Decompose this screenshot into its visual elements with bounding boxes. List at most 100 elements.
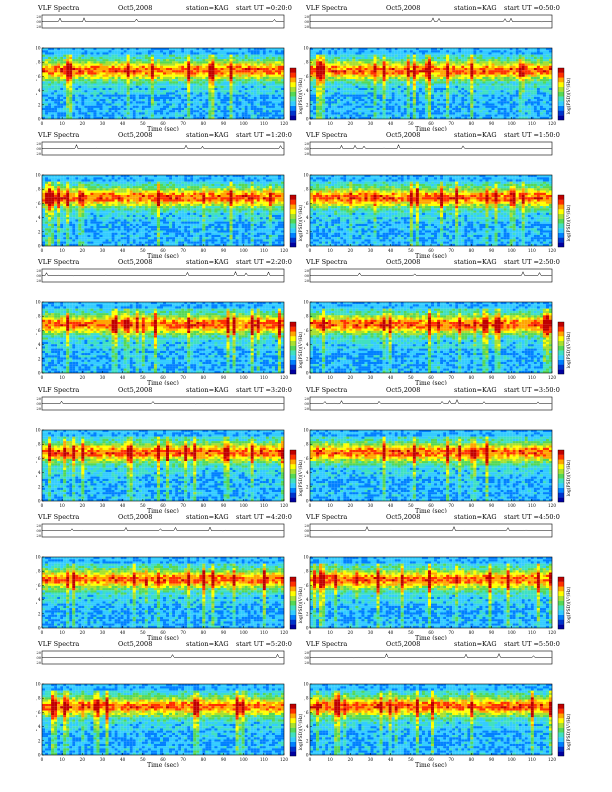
heatmap-cell: [129, 74, 133, 77]
heatmap-cell: [81, 79, 85, 82]
heatmap-cell: [105, 99, 109, 102]
heatmap-cell: [536, 105, 540, 108]
heatmap-cell: [500, 81, 504, 84]
spectra-panel: VLF Spectra Oct5,2008 station=KAG start UT …: [36, 4, 326, 131]
heatmap-cell: [415, 76, 419, 80]
heatmap-cell: [491, 94, 495, 97]
heatmap-cell: [42, 52, 46, 55]
heatmap-cell: [376, 48, 380, 51]
heatmap-cell: [355, 107, 359, 111]
heatmap-cell: [102, 99, 106, 102]
heatmap-cell: [111, 56, 115, 60]
heatmap-cell: [117, 74, 121, 77]
heatmap-cell: [533, 92, 537, 95]
heatmap-cell: [217, 105, 221, 108]
heatmap-cell: [331, 101, 335, 104]
heatmap-cell: [349, 56, 353, 60]
heatmap-cell: [364, 79, 368, 82]
heatmap-cell: [370, 50, 374, 53]
heatmap-cell: [385, 87, 389, 91]
heatmap-cell: [244, 72, 248, 75]
heatmap-cell: [364, 50, 368, 53]
heatmap-cell: [394, 105, 398, 108]
heatmap-cell: [187, 56, 191, 60]
heatmap-cell: [253, 74, 257, 77]
heatmap-cell: [470, 65, 474, 69]
heatmap-cell: [93, 48, 97, 51]
heatmap-cell: [337, 54, 341, 57]
heatmap-cell: [506, 90, 510, 93]
heatmap-cell: [449, 83, 453, 86]
heatmap-cell: [412, 54, 416, 57]
heatmap-cell: [217, 74, 221, 77]
heatmap-cell: [175, 114, 179, 117]
heatmap-cell: [208, 107, 212, 111]
heatmap-cell: [223, 99, 227, 102]
heatmap-cell: [349, 52, 353, 55]
heatmap-cell: [367, 87, 371, 91]
heatmap-cell: [138, 52, 142, 55]
heatmap-cell: [418, 99, 422, 102]
heatmap-cell: [464, 76, 468, 80]
heatmap-cell: [379, 72, 383, 75]
heatmap-cell: [93, 65, 97, 69]
heatmap-cell: [479, 56, 483, 60]
heatmap-cell: [172, 105, 176, 108]
heatmap-cell: [163, 99, 167, 102]
heatmap-cell: [253, 81, 257, 84]
heatmap-cell: [446, 92, 450, 95]
heatmap-cell: [328, 99, 332, 102]
heatmap-cell: [93, 83, 97, 86]
heatmap-cell: [476, 72, 480, 75]
heatmap-cell: [355, 52, 359, 55]
heatmap-cell: [367, 79, 371, 82]
heatmap-cell: [78, 103, 82, 106]
heatmap-cell: [277, 105, 282, 108]
heatmap-cell: [84, 87, 88, 91]
heatmap-cell: [343, 85, 347, 88]
heatmap-cell: [72, 103, 76, 106]
heatmap-cell: [418, 90, 422, 93]
heatmap-cell: [394, 103, 398, 106]
heatmap-cell: [184, 81, 188, 84]
heatmap-cell: [385, 65, 389, 69]
heatmap-cell: [166, 65, 170, 69]
heatmap-cell: [340, 99, 344, 102]
heatmap-cell: [141, 65, 145, 69]
heatmap-cell: [193, 103, 197, 106]
heatmap-cell: [187, 92, 191, 95]
heatmap-cell: [54, 63, 58, 66]
heatmap-cell: [391, 65, 395, 69]
heatmap-cell: [418, 94, 422, 97]
heatmap-cell: [373, 87, 377, 91]
heatmap-cell: [464, 50, 468, 53]
heatmap-cell: [364, 65, 368, 69]
heatmap-cell: [509, 74, 513, 77]
heatmap-cell: [355, 65, 359, 69]
heatmap-cell: [54, 94, 58, 97]
heatmap-cell: [277, 92, 282, 95]
heatmap-cell: [424, 107, 429, 111]
heatmap-cell: [187, 83, 191, 86]
heatmap-cell: [196, 65, 200, 69]
heatmap-cell: [156, 48, 161, 51]
heatmap-cell: [117, 99, 121, 102]
heatmap-cell: [144, 103, 148, 106]
heatmap-cell: [190, 90, 194, 93]
heatmap-cell: [114, 81, 118, 84]
heatmap-cell: [361, 74, 365, 77]
heatmap-cell: [418, 83, 422, 86]
heatmap-cell: [96, 70, 100, 73]
heatmap-cell: [244, 94, 248, 97]
heatmap-cell: [184, 76, 188, 80]
heatmap-cell: [54, 65, 58, 69]
heatmap-cell: [214, 112, 218, 115]
heatmap-cell: [190, 103, 194, 106]
heatmap-cell: [108, 70, 112, 73]
heatmap-cell: [178, 50, 182, 53]
heatmap-cell: [265, 87, 269, 91]
heatmap-cell: [455, 50, 459, 53]
heatmap-cell: [409, 76, 413, 80]
heatmap-cell: [147, 99, 151, 102]
heatmap-cell: [232, 50, 236, 53]
